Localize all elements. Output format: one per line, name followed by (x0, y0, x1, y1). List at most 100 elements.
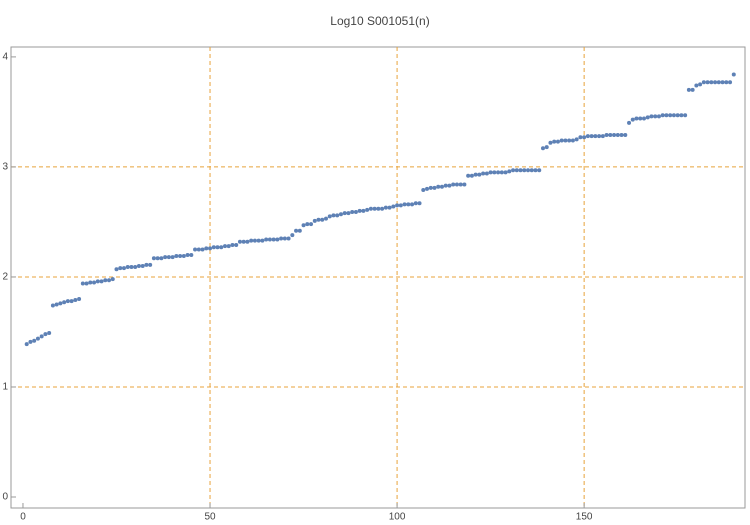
point (469, 173, 474, 178)
point (709, 80, 714, 85)
point (686, 87, 691, 92)
point (73, 298, 78, 303)
point (107, 278, 112, 283)
point (623, 133, 628, 138)
point (724, 80, 729, 85)
point (425, 186, 430, 191)
point (589, 134, 594, 139)
point (462, 182, 467, 187)
point (189, 252, 194, 257)
point (410, 202, 415, 207)
point (540, 146, 545, 151)
point (193, 247, 198, 252)
point (439, 184, 444, 189)
point (125, 265, 130, 270)
point (701, 80, 706, 85)
point (593, 134, 598, 139)
point (518, 168, 523, 173)
point (185, 252, 190, 257)
point (204, 246, 209, 251)
point (376, 206, 381, 211)
point (555, 139, 560, 144)
point (35, 336, 40, 341)
point (58, 301, 63, 306)
point (477, 172, 482, 177)
point (144, 262, 149, 267)
point (526, 168, 531, 173)
point (234, 243, 239, 248)
x-tick-label: 0 (20, 512, 26, 523)
point (563, 138, 568, 143)
point (92, 280, 97, 285)
point (65, 299, 70, 304)
point (282, 236, 287, 241)
point (604, 133, 609, 138)
point (50, 303, 55, 308)
point (391, 204, 396, 209)
point (275, 237, 280, 242)
point (170, 255, 175, 260)
point (301, 223, 306, 228)
point (492, 170, 497, 175)
point (619, 133, 624, 138)
point (245, 239, 250, 244)
point (256, 238, 261, 243)
point (323, 216, 328, 221)
point (716, 80, 721, 85)
point (335, 213, 340, 218)
point (548, 140, 553, 145)
point (488, 170, 493, 175)
point (181, 254, 186, 259)
point (641, 116, 646, 121)
point (402, 202, 407, 207)
point (208, 246, 213, 251)
point (140, 263, 145, 268)
point (114, 267, 119, 272)
point (451, 182, 456, 187)
point (544, 145, 549, 150)
point (552, 139, 557, 144)
point (241, 239, 246, 244)
point (395, 203, 400, 208)
point (297, 228, 302, 233)
point (398, 203, 403, 208)
x-tick-label: 50 (204, 512, 216, 523)
point (305, 222, 310, 227)
point (466, 173, 471, 178)
point (728, 80, 733, 85)
point (226, 244, 231, 249)
point (630, 117, 635, 122)
point (612, 133, 617, 138)
point (99, 279, 104, 284)
point (249, 238, 254, 243)
point (361, 208, 366, 213)
point (178, 254, 183, 259)
point (713, 80, 718, 85)
point (47, 331, 52, 336)
point (24, 342, 29, 347)
point (103, 278, 108, 283)
point (454, 182, 459, 187)
point (174, 254, 179, 259)
point (537, 168, 542, 173)
point (372, 206, 377, 211)
point (331, 213, 336, 218)
point (720, 80, 725, 85)
point (638, 116, 643, 121)
point (279, 236, 284, 241)
point (133, 265, 138, 270)
point (443, 183, 448, 188)
point (54, 302, 59, 307)
point (567, 138, 572, 143)
point (458, 182, 463, 187)
point (481, 171, 486, 176)
point (309, 222, 314, 227)
point (151, 256, 156, 261)
point (365, 207, 370, 212)
plot-frame (10, 46, 746, 509)
point (585, 134, 590, 139)
point (28, 339, 33, 344)
point (118, 266, 123, 271)
point (84, 281, 89, 286)
point (368, 206, 373, 211)
